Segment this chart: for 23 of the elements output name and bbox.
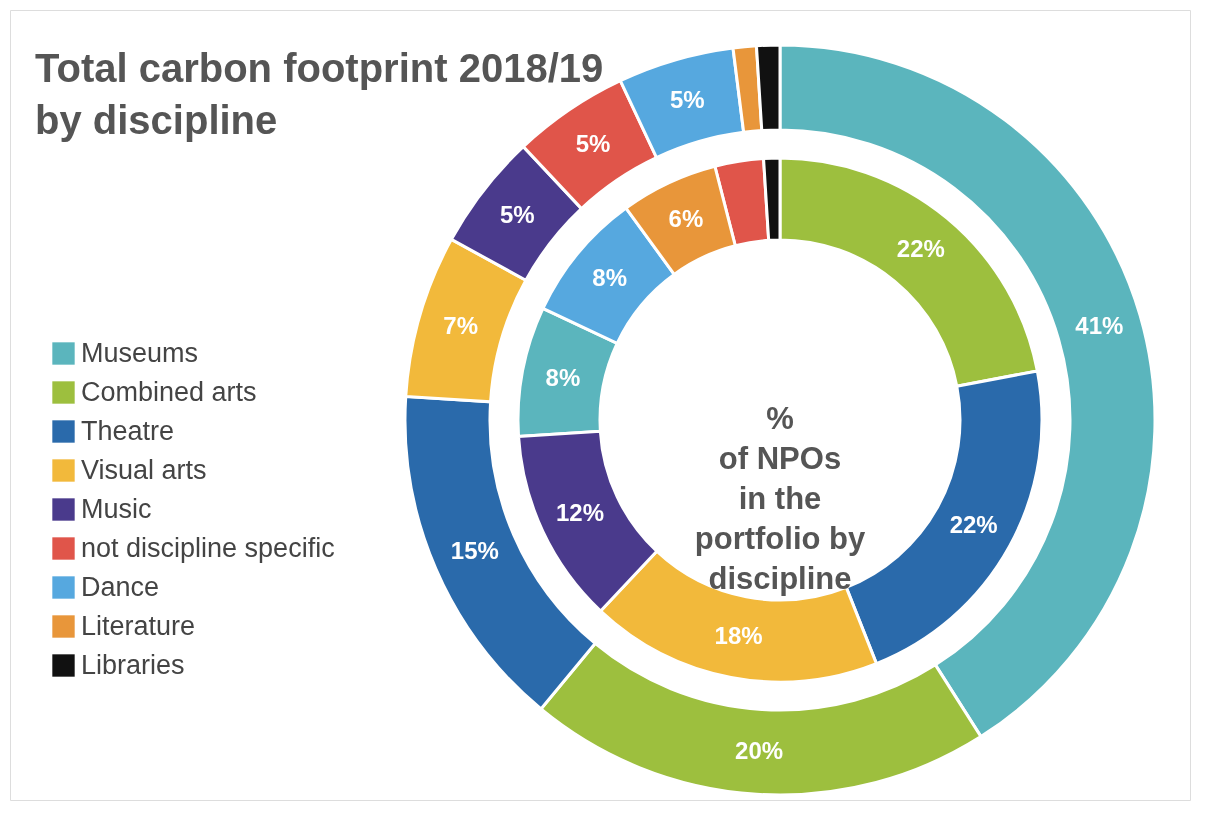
data-label: 20% <box>735 736 784 764</box>
slice-label: % of NPOs in the portfolio by discipline <box>694 401 866 596</box>
data-label: 22% <box>896 234 945 262</box>
data-label: 6% <box>668 205 704 233</box>
data-label: 22% <box>949 511 998 539</box>
legend-label: Theatre <box>81 415 175 446</box>
legend-label: Dance <box>81 571 160 602</box>
legend-label: Literature <box>81 610 196 641</box>
data-label: 7% <box>443 312 479 340</box>
legend-label: Combined arts <box>81 376 257 407</box>
data-label: 41% <box>1075 312 1124 340</box>
legend-label: Music <box>81 493 152 524</box>
data-label: 5% <box>669 85 705 113</box>
legend-label: not discipline specific <box>81 532 335 563</box>
data-label: 12% <box>556 499 605 527</box>
legend-label: Visual arts <box>81 454 207 485</box>
data-label: 8% <box>545 363 581 391</box>
legend-label: Museums <box>81 337 199 368</box>
legend-label: Libraries <box>81 649 185 680</box>
data-label: 18% <box>714 622 763 650</box>
data-label: 8% <box>592 264 628 292</box>
data-label: 15% <box>450 537 499 565</box>
data-label: 5% <box>499 201 535 229</box>
